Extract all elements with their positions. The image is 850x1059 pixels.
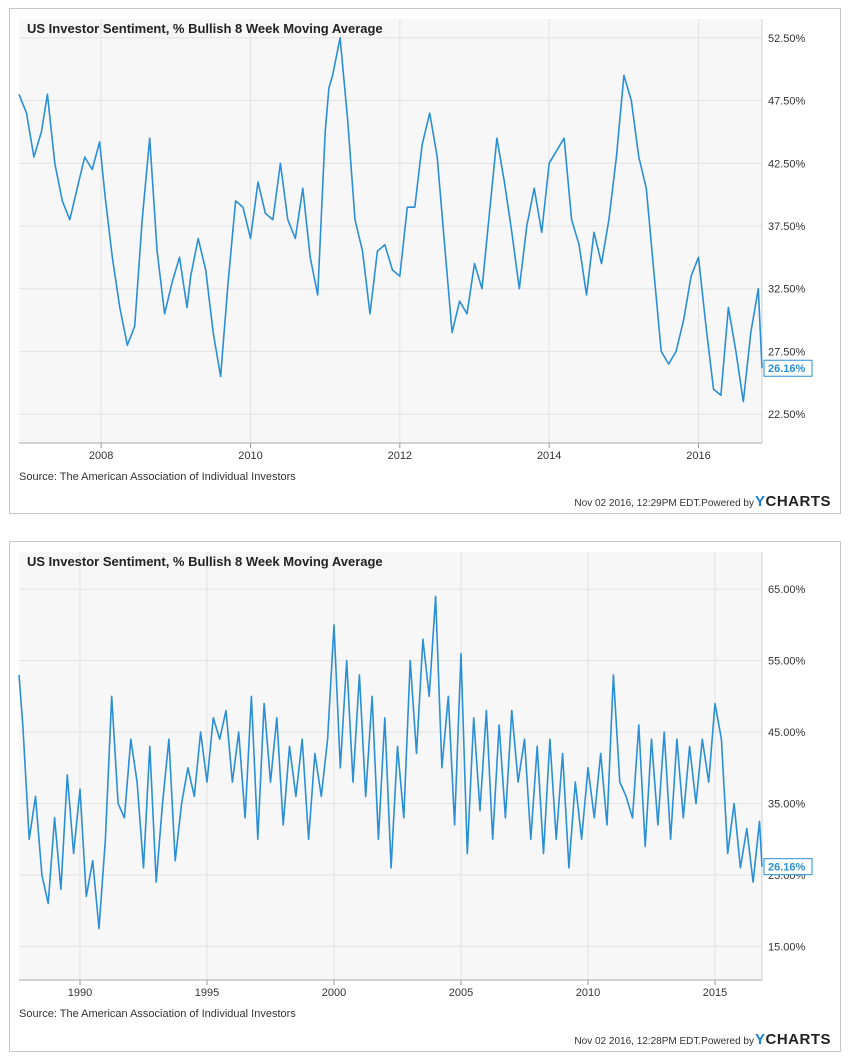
last-value-label: 26.16% bbox=[768, 363, 806, 375]
y-tick-label: 15.00% bbox=[768, 941, 806, 953]
plot-area bbox=[19, 19, 762, 443]
x-tick-label: 2010 bbox=[576, 987, 600, 999]
x-tick-label: 2016 bbox=[686, 450, 710, 462]
chart-2-source: Source: The American Association of Indi… bbox=[19, 1008, 296, 1020]
chart-2-powered-by: Powered by bbox=[701, 1036, 754, 1047]
chart-1-footer: Nov 02 2016, 12:29PM EDT. Powered by YCH… bbox=[574, 493, 831, 510]
y-tick-label: 37.50% bbox=[768, 221, 806, 233]
last-value-badge bbox=[763, 858, 813, 876]
chart-2-timestamp: Nov 02 2016, 12:28PM EDT. bbox=[574, 1036, 702, 1047]
chart-1-source: Source: The American Association of Indi… bbox=[19, 471, 296, 483]
series-line-bullish bbox=[18, 36, 763, 403]
x-tick-label: 2005 bbox=[449, 987, 473, 999]
plot-area bbox=[19, 552, 762, 980]
ycharts-logo[interactable]: YCHARTS bbox=[754, 493, 831, 510]
chart-1-timestamp: Nov 02 2016, 12:29PM EDT. bbox=[574, 498, 702, 509]
x-tick-label: 1990 bbox=[68, 987, 92, 999]
series-line-bullish bbox=[18, 595, 763, 930]
chart-1-svg: 22.50% 27.50% 32.50% 37.50% 42.50% 47.50% 52.5… bbox=[18, 19, 813, 462]
chart-2-title: US Investor Sentiment, % Bullish 8 Week … bbox=[27, 554, 383, 569]
x-tick-label: 2012 bbox=[388, 450, 412, 462]
x-tick-label: 2014 bbox=[537, 450, 561, 462]
y-tick-label: 55.00% bbox=[768, 656, 806, 668]
y-tick-label: 35.00% bbox=[768, 799, 806, 811]
y-tick-label: 22.50% bbox=[768, 409, 806, 421]
chart-1-powered-by: Powered by bbox=[701, 498, 754, 509]
x-tick-label: 2008 bbox=[89, 450, 113, 462]
y-tick-label: 42.50% bbox=[768, 158, 806, 170]
y-tick-label: 47.50% bbox=[768, 96, 806, 108]
chart-2-svg: 15.00%25.00%35.00%45.00%55.00%65.00%1990… bbox=[18, 552, 813, 999]
chart-1-title: US Investor Sentiment, % Bullish 8 Week … bbox=[27, 21, 383, 36]
y-tick-label: 52.50% bbox=[768, 33, 806, 45]
y-tick-label: 32.50% bbox=[768, 284, 806, 296]
last-value-badge bbox=[763, 359, 813, 377]
x-tick-label: 2010 bbox=[238, 450, 262, 462]
chart-panel-1: 22.50% 27.50% 32.50% 37.50% 42.50% 47.50% 52.5… bbox=[9, 8, 841, 514]
y-tick-label: 65.00% bbox=[768, 584, 806, 596]
chart-panel-2: 15.00% 25.00% 35.00% 45.00% 55.00% 65.00% 1990… bbox=[9, 541, 841, 1052]
y-tick-label: 27.50% bbox=[768, 346, 806, 358]
x-tick-label: 2015 bbox=[703, 987, 727, 999]
ycharts-logo[interactable]: YCHARTS bbox=[754, 1031, 831, 1048]
x-tick-label: 1995 bbox=[195, 987, 219, 999]
last-value-label: 26.16% bbox=[768, 862, 806, 874]
x-tick-label: 2000 bbox=[322, 987, 346, 999]
chart-2-footer: Nov 02 2016, 12:28PM EDT. Powered by YCH… bbox=[574, 1031, 831, 1048]
y-tick-label: 45.00% bbox=[768, 727, 806, 739]
